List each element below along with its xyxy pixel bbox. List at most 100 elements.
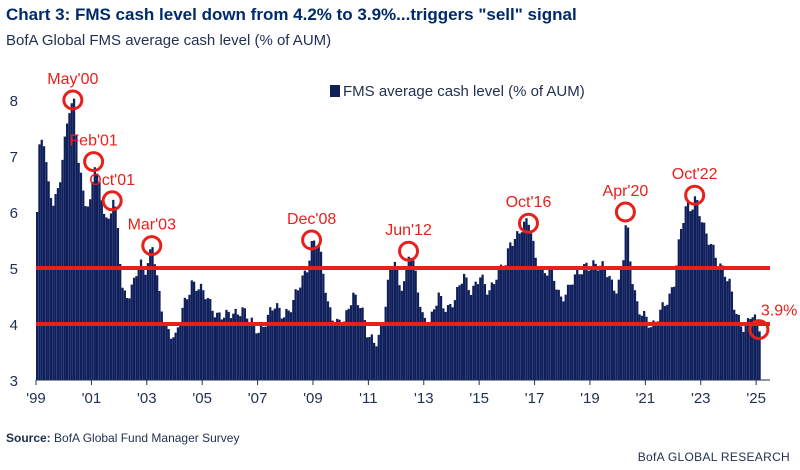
bar xyxy=(220,319,223,380)
x-tick-label: '21 xyxy=(636,390,656,407)
bar xyxy=(689,211,692,380)
bar xyxy=(465,277,468,380)
bar xyxy=(735,313,738,380)
x-tick-label: '99 xyxy=(26,390,46,407)
bar xyxy=(109,213,113,380)
bar xyxy=(756,320,759,380)
bar xyxy=(393,261,397,380)
bar xyxy=(705,233,708,380)
bar xyxy=(262,326,265,380)
bar xyxy=(649,327,653,380)
bar xyxy=(121,287,124,380)
bar xyxy=(661,302,664,380)
x-tick-label: '15 xyxy=(469,390,489,407)
legend: FMS average cash level (% of AUM) xyxy=(330,83,585,100)
bar xyxy=(206,298,210,380)
chart-title: Chart 3: FMS cash level down from 4.2% t… xyxy=(6,5,577,24)
bar xyxy=(742,331,745,380)
annotation-label: Dec'08 xyxy=(287,211,336,228)
source-text: BofA Global Fund Manager Survey xyxy=(50,431,240,445)
bar xyxy=(361,307,364,380)
bar xyxy=(654,321,657,380)
bar xyxy=(176,327,180,380)
bar xyxy=(525,218,528,380)
bar xyxy=(532,240,535,380)
bar xyxy=(624,225,627,380)
bar xyxy=(546,275,549,380)
bar xyxy=(728,278,731,380)
bar xyxy=(296,290,300,380)
bar xyxy=(329,307,332,380)
bar xyxy=(241,307,244,380)
bar xyxy=(573,274,577,380)
bar xyxy=(543,273,547,380)
annotation-label: 3.9% xyxy=(761,303,797,320)
bar xyxy=(149,249,152,380)
bar xyxy=(289,312,293,380)
bar xyxy=(730,291,734,380)
chart-subtitle: BofA Global FMS average cash level (% of… xyxy=(6,32,332,49)
bar xyxy=(375,346,378,380)
bar xyxy=(232,313,235,380)
annotation-label: Oct'22 xyxy=(672,166,718,183)
bar xyxy=(317,246,320,380)
bar xyxy=(719,263,722,380)
bar xyxy=(301,275,304,380)
legend-label: FMS average cash level (% of AUM) xyxy=(343,83,585,100)
bar xyxy=(234,308,237,380)
bar xyxy=(564,294,567,380)
bar xyxy=(123,290,126,380)
y-tick-label: 3 xyxy=(10,373,18,390)
bar xyxy=(79,172,83,380)
bar xyxy=(656,321,660,380)
bar xyxy=(622,260,625,380)
bar xyxy=(126,298,129,380)
bar xyxy=(340,325,343,380)
bar xyxy=(342,321,346,380)
bar xyxy=(42,146,46,380)
bar xyxy=(218,312,221,380)
bar xyxy=(398,285,401,380)
bar xyxy=(257,332,260,380)
annotation-circle xyxy=(614,201,636,223)
bar xyxy=(352,292,355,380)
annotation-label: Oct'01 xyxy=(89,172,135,189)
bar xyxy=(737,314,740,380)
bar xyxy=(518,233,521,380)
bar xyxy=(449,303,452,380)
bar xyxy=(243,308,246,380)
bar xyxy=(96,173,99,380)
bar xyxy=(439,295,443,380)
bar xyxy=(444,311,447,380)
bar xyxy=(72,98,76,381)
bar xyxy=(479,277,482,380)
x-tick-label: '17 xyxy=(525,390,545,407)
bar xyxy=(135,276,138,380)
bar xyxy=(333,324,337,380)
bar xyxy=(569,284,572,380)
bar xyxy=(739,326,743,380)
bar xyxy=(495,279,498,380)
bar xyxy=(107,218,110,380)
bar xyxy=(273,308,276,380)
bar xyxy=(282,317,286,380)
bar xyxy=(349,305,353,380)
bar xyxy=(453,300,457,380)
bar xyxy=(278,307,281,380)
bar xyxy=(733,309,736,380)
bar xyxy=(691,209,694,380)
bar xyxy=(684,206,687,380)
bar xyxy=(114,206,117,380)
bar xyxy=(250,317,253,380)
bar xyxy=(633,290,637,380)
bar xyxy=(608,275,611,380)
bar xyxy=(252,322,256,380)
bar xyxy=(347,308,350,380)
bar xyxy=(112,199,115,380)
bar xyxy=(435,305,438,380)
bar xyxy=(407,256,410,380)
bar xyxy=(714,257,717,380)
x-tick-label: '01 xyxy=(82,390,102,407)
y-tick-label: 4 xyxy=(10,317,18,334)
bar xyxy=(266,314,270,380)
